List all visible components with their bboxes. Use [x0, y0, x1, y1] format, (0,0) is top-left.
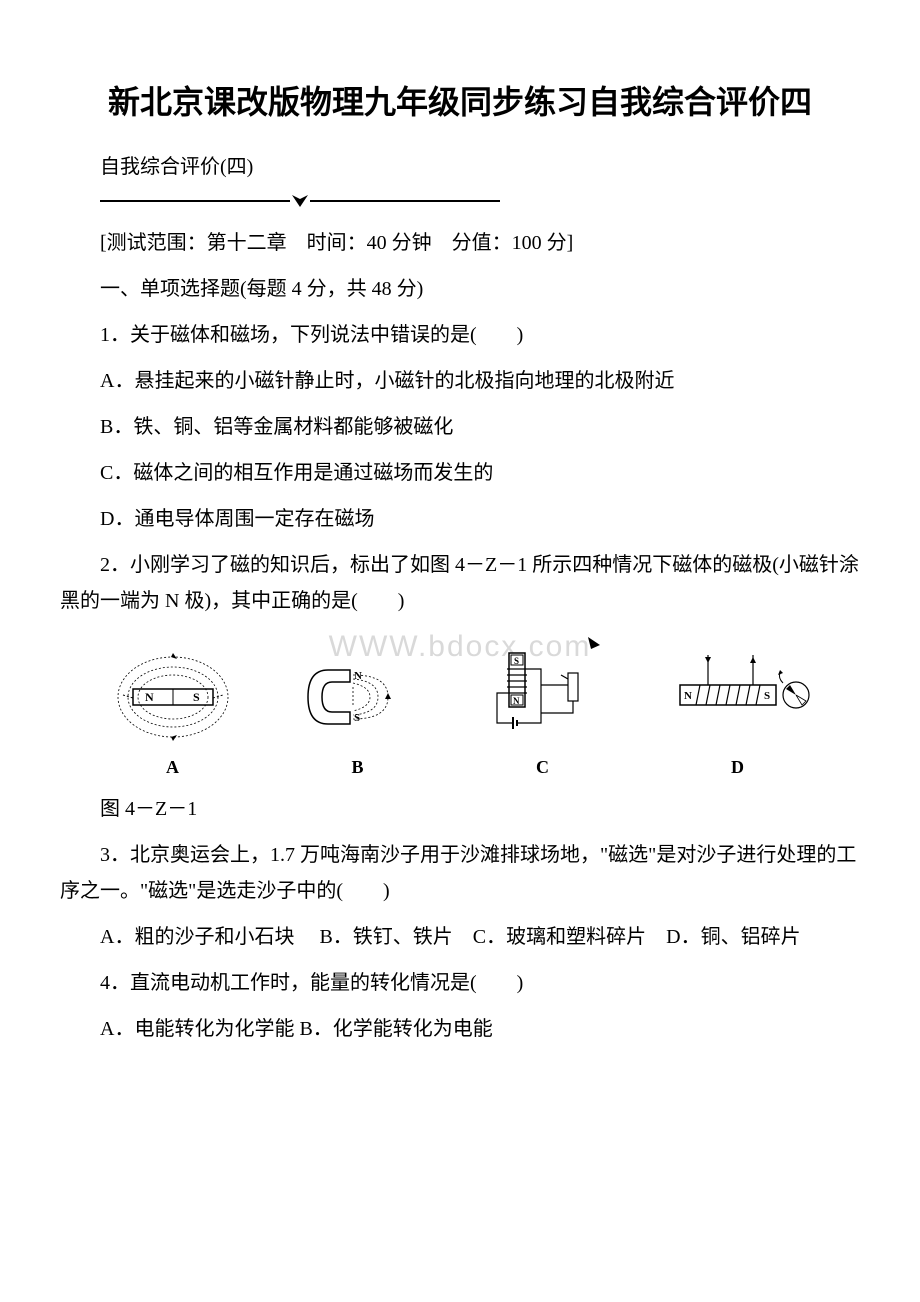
divider-arrow-icon: [290, 193, 310, 209]
divider: [100, 193, 860, 209]
figure-d-caption: D: [731, 751, 744, 783]
electromagnet-circuit-icon: S N: [473, 635, 613, 745]
figure-a-caption: A: [166, 751, 179, 783]
figure-a: N S A: [103, 645, 243, 783]
svg-text:S: S: [193, 690, 200, 704]
test-scope: [测试范围：第十二章 时间：40 分钟 分值：100 分]: [60, 225, 860, 261]
q1-option-c: C．磁体之间的相互作用是通过磁场而发生的: [60, 455, 860, 491]
figure-label: 图 4－Z－1: [60, 791, 860, 827]
svg-text:S: S: [354, 712, 360, 724]
svg-text:N: N: [145, 690, 154, 704]
q1-text: 1．关于磁体和磁场，下列说法中错误的是( ): [60, 317, 860, 353]
svg-text:N: N: [354, 670, 362, 682]
figure-b: N S B: [288, 645, 428, 783]
q4-text: 4．直流电动机工作时，能量的转化情况是( ): [60, 965, 860, 1001]
figure-c: S N C: [473, 635, 613, 783]
svg-text:N: N: [513, 696, 520, 706]
q3-options: A．粗的沙子和小石块 B．铁钉、铁片 C．玻璃和塑料碎片 D．铜、铝碎片: [60, 919, 860, 955]
q3-text: 3．北京奥运会上，1.7 万吨海南沙子用于沙滩排球场地，"磁选"是对沙子进行处理…: [60, 837, 860, 909]
document-content: 新北京课改版物理九年级同步练习自我综合评价四 自我综合评价(四) [测试范围：第…: [60, 80, 860, 1047]
figure-c-caption: C: [536, 751, 549, 783]
q1-option-a: A．悬挂起来的小磁针静止时，小磁针的北极指向地理的北极附近: [60, 363, 860, 399]
q2-text: 2．小刚学习了磁的知识后，标出了如图 4－Z－1 所示四种情况下磁体的磁极(小磁…: [60, 547, 860, 619]
bar-magnet-icon: N S: [103, 645, 243, 745]
figure-b-caption: B: [351, 751, 363, 783]
horseshoe-magnet-icon: N S: [288, 645, 428, 745]
q1-option-b: B．铁、铜、铝等金属材料都能够被磁化: [60, 409, 860, 445]
figure-d: N S D: [658, 645, 818, 783]
svg-text:N: N: [684, 690, 692, 702]
figure-row: N S A N S B: [60, 635, 860, 783]
q1-option-d: D．通电导体周围一定存在磁场: [60, 501, 860, 537]
section-heading: 一、单项选择题(每题 4 分，共 48 分): [60, 271, 860, 307]
page-title: 新北京课改版物理九年级同步练习自我综合评价四: [60, 80, 860, 125]
q4-options: A．电能转化为化学能 B．化学能转化为电能: [60, 1011, 860, 1047]
svg-text:S: S: [764, 690, 770, 702]
svg-text:S: S: [514, 656, 519, 666]
solenoid-compass-icon: N S: [658, 645, 818, 745]
subtitle: 自我综合评价(四): [60, 149, 860, 185]
